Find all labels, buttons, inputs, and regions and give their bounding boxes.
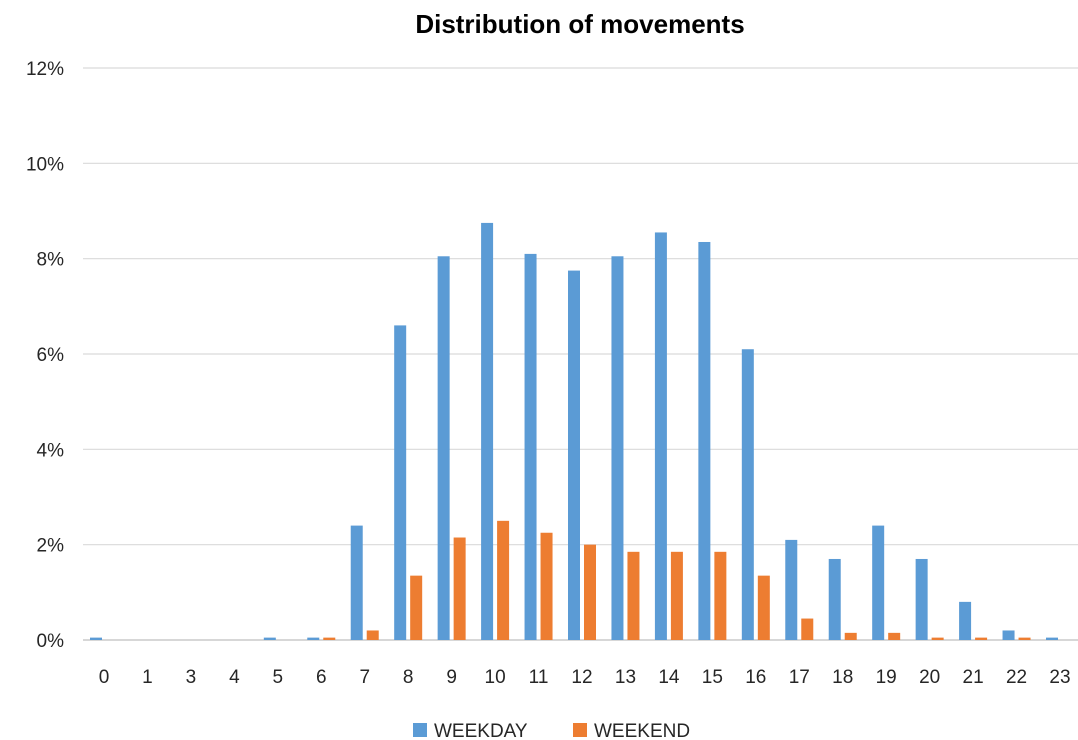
bar-weekend-17: [801, 618, 814, 640]
x-tick-label: 5: [273, 667, 284, 688]
bar-weekend-22: [1018, 637, 1031, 640]
bar-weekend-7: [366, 630, 379, 640]
bar-weekend-20: [931, 637, 944, 640]
x-tick-label: 0: [99, 667, 110, 688]
y-tick-label: 12%: [26, 59, 64, 80]
x-tick-label: 23: [1049, 667, 1070, 688]
x-tick-label: 21: [963, 667, 984, 688]
bar-weekend-15: [714, 551, 727, 640]
bars: [90, 222, 1058, 640]
bar-weekday-11: [524, 253, 537, 640]
bar-weekday-16: [741, 349, 754, 640]
chart-title: Distribution of movements: [415, 9, 744, 39]
x-tick-label: 1: [142, 667, 153, 688]
x-tick-label: 12: [571, 667, 592, 688]
bar-weekend-6: [323, 637, 336, 640]
x-tick-label: 11: [529, 667, 549, 688]
bar-weekday-22: [1002, 630, 1015, 640]
x-tick-label: 20: [919, 667, 940, 688]
bar-weekend-12: [584, 544, 596, 640]
bar-weekday-13: [611, 256, 624, 640]
y-tick-label: 4%: [37, 440, 65, 461]
bar-weekend-13: [627, 551, 640, 640]
bar-weekday-17: [785, 539, 798, 640]
x-tick-label: 10: [485, 667, 506, 688]
x-tick-label: 19: [876, 667, 897, 688]
bar-weekday-5: [263, 637, 276, 640]
bar-weekend-16: [757, 575, 770, 640]
x-tick-label: 8: [403, 667, 414, 688]
x-tick-label: 17: [789, 667, 810, 688]
y-tick-label: 10%: [26, 154, 64, 175]
bar-weekend-18: [844, 632, 857, 640]
bar-weekday-8: [394, 325, 407, 640]
y-tick-label: 2%: [37, 536, 65, 557]
bar-weekday-15: [698, 241, 711, 640]
x-tick-label: 18: [832, 667, 853, 688]
x-tick-label: 3: [186, 667, 197, 688]
legend-label-weekday: WEEKDAY: [434, 721, 528, 740]
legend-swatch-weekend: [573, 723, 587, 737]
x-tick-label: 7: [359, 667, 370, 688]
bar-weekend-8: [410, 575, 423, 640]
bar-weekday-20: [915, 558, 928, 640]
x-tick-label: 13: [615, 667, 636, 688]
x-tick-label: 9: [446, 667, 457, 688]
bar-weekend-21: [975, 637, 988, 640]
x-tick-label: 16: [745, 667, 766, 688]
bar-weekday-18: [828, 558, 841, 640]
bar-weekend-11: [540, 532, 553, 640]
bar-weekday-23: [1046, 637, 1058, 640]
y-tick-label: 6%: [37, 345, 65, 366]
x-axis-tick-labels: 0 1 3 4 5 6 7 8 9 10 11 12 13 14 15 16 17 18 19 20 21 22 23: [99, 667, 1071, 688]
gridlines: [83, 67, 1078, 641]
x-tick-label: 15: [702, 667, 723, 688]
bar-weekday-9: [437, 256, 450, 640]
bar-weekend-19: [888, 632, 901, 640]
x-tick-label: 14: [658, 667, 680, 688]
bar-weekday-6: [307, 637, 320, 640]
legend-label-weekend: WEEKEND: [594, 721, 690, 740]
bar-weekend-10: [497, 520, 510, 640]
bar-weekday-12: [568, 270, 580, 640]
bar-weekday-0: [90, 637, 102, 640]
x-tick-label: 4: [229, 667, 240, 688]
x-tick-label: 6: [316, 667, 327, 688]
bar-weekday-7: [350, 525, 363, 640]
bar-weekday-14: [654, 232, 667, 640]
y-tick-label: 8%: [37, 250, 65, 271]
bar-weekday-10: [481, 222, 494, 640]
legend-swatch-weekday: [413, 723, 427, 737]
legend: WEEKDAY WEEKEND: [413, 721, 690, 740]
bar-weekend-14: [670, 551, 683, 640]
y-tick-label: 0%: [37, 631, 65, 652]
bar-weekday-21: [959, 601, 972, 640]
bar-weekday-19: [872, 525, 885, 640]
bar-weekend-9: [453, 537, 466, 640]
y-axis-tick-labels: 0% 2% 4% 6% 8% 10% 12%: [26, 59, 64, 652]
x-tick-label: 22: [1006, 667, 1027, 688]
